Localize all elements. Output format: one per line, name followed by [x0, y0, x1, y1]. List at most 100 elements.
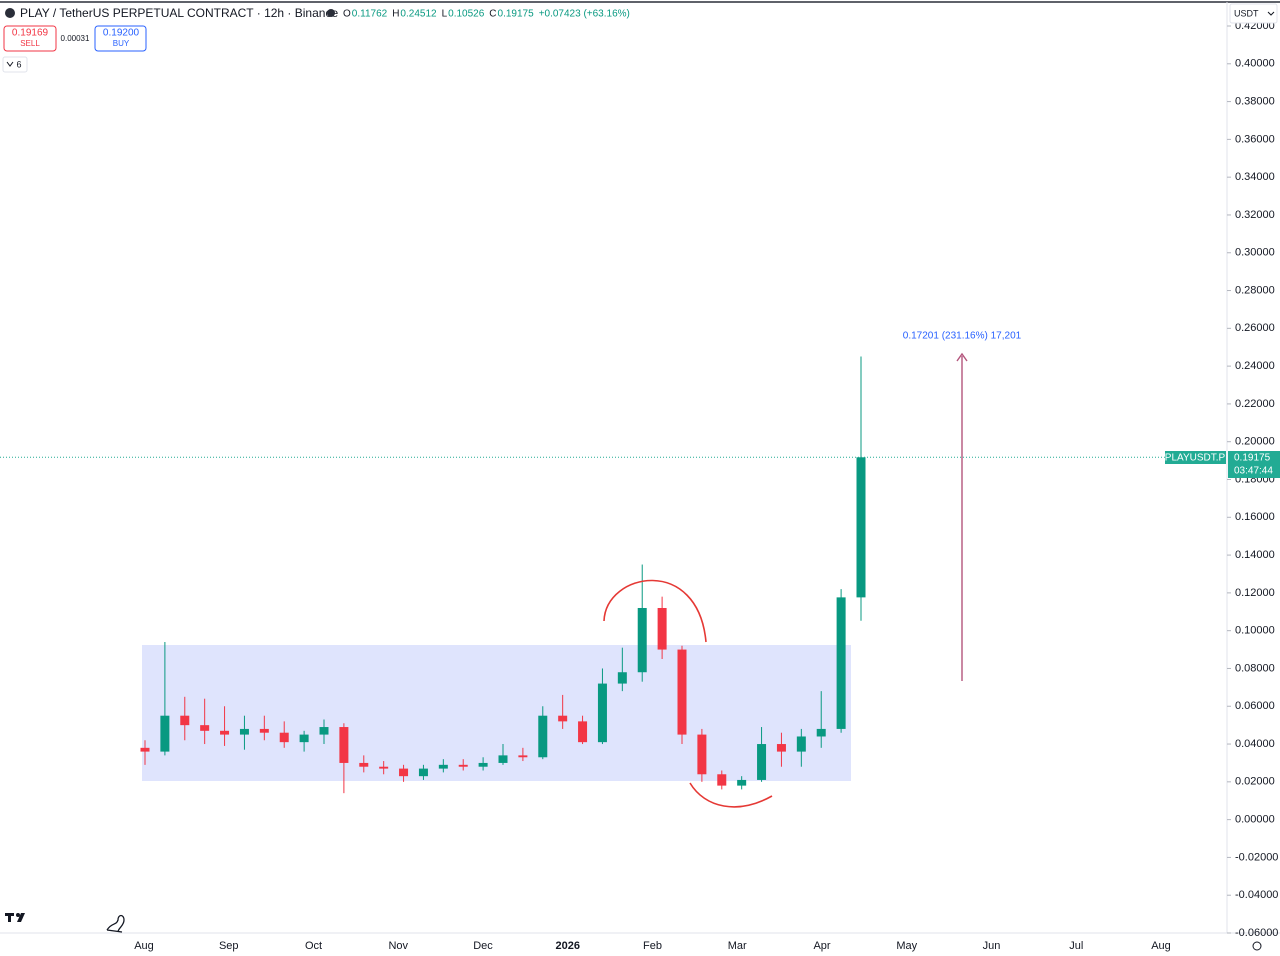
- price-tag-symbol: PLAYUSDT.P: [1165, 453, 1226, 464]
- range-box: [142, 645, 851, 781]
- tradingview-logo: [5, 913, 25, 922]
- candle-body: [180, 715, 190, 726]
- y-tick-label: 0.12000: [1235, 587, 1275, 599]
- indicators-toggle[interactable]: [2, 56, 28, 73]
- x-tick-label: Sep: [219, 940, 239, 952]
- y-tick-label: 0.22000: [1235, 398, 1275, 410]
- drawing-arc-bottom: [689, 782, 773, 808]
- candle-body: [220, 730, 230, 735]
- x-tick-label: Aug: [1151, 940, 1171, 952]
- candle-body: [617, 672, 627, 684]
- candle-body: [538, 715, 548, 758]
- candle-body: [697, 734, 707, 775]
- candle-body: [160, 715, 170, 752]
- chevron: [6, 61, 14, 67]
- y-tick-label: -0.04000: [1235, 889, 1278, 901]
- x-tick-label: Oct: [305, 940, 322, 952]
- y-tick-label: 0.10000: [1235, 625, 1275, 637]
- x-tick-label: Dec: [473, 940, 493, 952]
- y-tick-label: 0.08000: [1235, 662, 1275, 674]
- candle-body: [200, 725, 210, 731]
- ohlc-value: 0.10526: [448, 9, 485, 20]
- candle-body: [259, 728, 269, 733]
- logo-part: [17, 913, 25, 922]
- candle-body: [637, 607, 647, 673]
- candle-body: [239, 728, 249, 735]
- candle-body: [677, 649, 687, 735]
- measure-label: 0.17201 (231.16%) 17,201: [903, 331, 1022, 342]
- candle-body: [319, 727, 329, 735]
- y-tick-label: 0.36000: [1235, 133, 1275, 145]
- candle-body: [498, 755, 508, 763]
- x-tick-label: Feb: [643, 940, 662, 952]
- candle-body: [140, 747, 150, 752]
- candle-body: [379, 766, 389, 769]
- sell-button[interactable]: [3, 25, 57, 52]
- candle-body: [717, 774, 727, 786]
- x-tick-label: Jun: [983, 940, 1001, 952]
- logo-part: [16, 913, 20, 917]
- candle-body: [597, 683, 607, 743]
- x-tick-label: 2026: [556, 940, 580, 952]
- price-tag-symbol-bg: [1165, 451, 1226, 464]
- candle-body: [776, 744, 786, 752]
- change: +0.07423 (+63.16%): [539, 9, 630, 20]
- x-tick-label: Nov: [388, 940, 408, 952]
- x-tick-label: May: [896, 940, 917, 952]
- x-tick-label: Aug: [134, 940, 154, 952]
- y-tick-label: 0.34000: [1235, 171, 1275, 183]
- ohlc-value: 0.19175: [498, 9, 535, 20]
- header: PLAY / TetherUS PERPETUAL CONTRACT · 12h…: [2, 6, 630, 73]
- ohlc-key: H: [392, 9, 399, 20]
- y-tick-label: 0.14000: [1235, 549, 1275, 561]
- candle-body: [399, 768, 409, 777]
- buy-button[interactable]: [94, 25, 147, 52]
- candle-body: [418, 768, 428, 777]
- symbol-icon: [5, 8, 15, 18]
- settings-icon[interactable]: [1252, 941, 1262, 951]
- candle-body: [279, 732, 289, 743]
- y-tick-label: 0.06000: [1235, 700, 1275, 712]
- y-tick-label: 0.40000: [1235, 58, 1275, 70]
- indicators-count: 6: [16, 59, 21, 69]
- candle-body: [299, 734, 309, 743]
- buy-label: BUY: [113, 39, 130, 48]
- time-axis: Aug Sep Oct Nov Dec 2026 Feb Mar Apr May Jun Jul Aug: [134, 940, 1171, 952]
- logo-part: [8, 913, 11, 922]
- y-tick-label: 0.02000: [1235, 776, 1275, 788]
- candle-body: [856, 457, 866, 598]
- currency-selector[interactable]: [1229, 3, 1278, 24]
- currency: USDT: [1234, 8, 1259, 18]
- x-tick-label: Mar: [728, 940, 747, 952]
- candle-body: [518, 755, 528, 758]
- candle-body: [757, 744, 767, 780]
- market-status: [327, 9, 335, 17]
- chevron: [1267, 11, 1275, 16]
- replay-icon[interactable]: [106, 914, 125, 933]
- y-tick-label: 0.26000: [1235, 322, 1275, 334]
- price-tag-bg: [1228, 451, 1280, 478]
- ohlc-key: L: [442, 9, 448, 20]
- candle-body: [478, 762, 488, 767]
- y-tick-label: -0.02000: [1235, 851, 1278, 863]
- y-tick-label: 0.04000: [1235, 738, 1275, 750]
- ohlc-value: 0.24512: [400, 9, 437, 20]
- x-tick-label: Apr: [813, 940, 830, 952]
- y-tick-label: 0.20000: [1235, 436, 1275, 448]
- ohlc-key: C: [489, 9, 496, 20]
- y-tick-label: 0.00000: [1235, 814, 1275, 826]
- candle-body: [816, 728, 826, 737]
- ohlc-legend: O 0.11762 H 0.24512 L 0.10526 C 0.19175: [343, 9, 534, 20]
- x-tick-label: Jul: [1069, 940, 1083, 952]
- y-tick-label: 0.30000: [1235, 247, 1275, 259]
- y-tick-label: 0.28000: [1235, 284, 1275, 296]
- candle-body: [578, 721, 588, 743]
- countdown: 03:47:44: [1234, 466, 1273, 477]
- candle-body: [657, 607, 667, 650]
- ohlc-value: 0.11762: [352, 9, 388, 20]
- candle-body: [558, 715, 568, 722]
- candle-body: [737, 779, 747, 786]
